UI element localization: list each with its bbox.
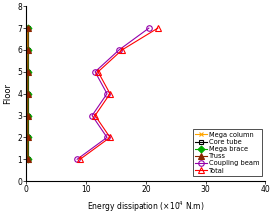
Mega brace bbox=[26, 114, 30, 117]
Core tube bbox=[26, 136, 29, 139]
Coupling beam bbox=[147, 27, 150, 30]
Truss bbox=[26, 158, 29, 161]
Mega column bbox=[25, 136, 29, 139]
Line: Total: Total bbox=[77, 25, 161, 162]
Total bbox=[96, 71, 100, 73]
Line: Truss: Truss bbox=[25, 25, 31, 162]
Coupling beam bbox=[105, 92, 109, 95]
Total bbox=[108, 92, 112, 95]
Core tube bbox=[26, 114, 29, 117]
Total bbox=[156, 27, 159, 30]
Coupling beam bbox=[105, 136, 109, 139]
Truss bbox=[26, 136, 29, 139]
Mega column bbox=[25, 71, 29, 73]
Total bbox=[93, 114, 97, 117]
Mega column bbox=[25, 49, 29, 51]
Mega column bbox=[25, 158, 29, 161]
Total bbox=[108, 136, 112, 139]
Mega brace bbox=[27, 49, 30, 51]
Line: Coupling beam: Coupling beam bbox=[74, 25, 152, 162]
Core tube bbox=[26, 71, 29, 73]
Truss bbox=[26, 71, 29, 73]
Y-axis label: Floor: Floor bbox=[3, 83, 12, 104]
Mega column bbox=[25, 92, 29, 95]
Line: Mega column: Mega column bbox=[25, 26, 29, 162]
Core tube bbox=[26, 49, 29, 51]
Mega brace bbox=[26, 136, 30, 139]
Core tube bbox=[26, 158, 29, 161]
Line: Mega brace: Mega brace bbox=[26, 26, 31, 162]
Total bbox=[79, 158, 82, 161]
Mega column bbox=[25, 27, 29, 30]
Core tube bbox=[26, 92, 29, 95]
Truss bbox=[26, 27, 30, 30]
Coupling beam bbox=[93, 71, 97, 73]
Truss bbox=[26, 49, 30, 51]
X-axis label: Energy dissipation ($\times$10$^4$ N.m): Energy dissipation ($\times$10$^4$ N.m) bbox=[87, 200, 204, 214]
Legend: Mega column, Core tube, Mega brace, Truss, Coupling beam, Total: Mega column, Core tube, Mega brace, Trus… bbox=[193, 129, 262, 176]
Mega brace bbox=[26, 71, 30, 73]
Line: Core tube: Core tube bbox=[25, 26, 30, 161]
Truss bbox=[26, 114, 29, 117]
Mega brace bbox=[26, 158, 30, 161]
Coupling beam bbox=[76, 158, 79, 161]
Coupling beam bbox=[90, 114, 94, 117]
Coupling beam bbox=[117, 49, 121, 51]
Mega brace bbox=[27, 27, 30, 30]
Mega column bbox=[25, 114, 29, 117]
Truss bbox=[26, 92, 29, 95]
Total bbox=[120, 49, 124, 51]
Mega brace bbox=[26, 92, 30, 95]
Core tube bbox=[26, 27, 29, 30]
